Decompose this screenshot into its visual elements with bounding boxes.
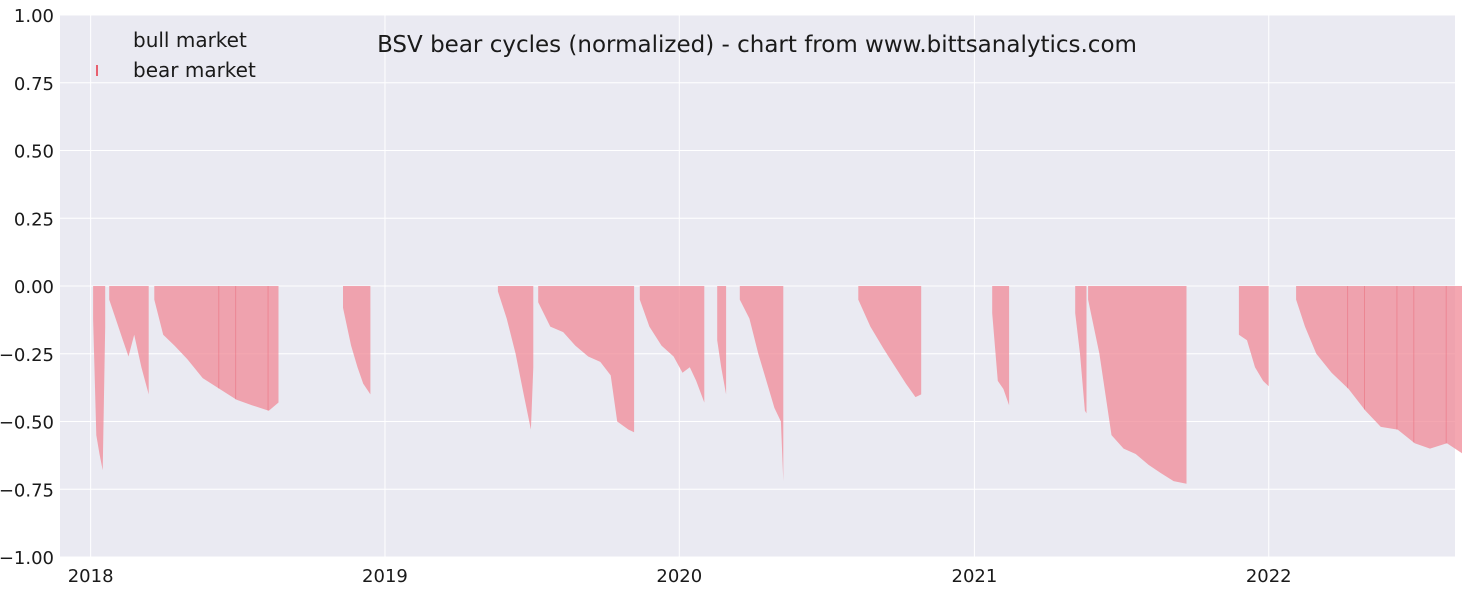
- x-tick-label: 2019: [362, 566, 408, 587]
- bear-market-area: [93, 286, 106, 471]
- y-tick-label: −0.25: [0, 345, 54, 366]
- bear-market-area: [717, 286, 727, 395]
- x-tick-label: 2018: [68, 566, 114, 587]
- bear-market-area: [154, 286, 279, 411]
- y-axis-ticks: 1.00 0.75 0.50 0.25 0.00 −0.25 −0.50 −0.75 −1.00: [0, 6, 54, 569]
- bear-market-series: [93, 286, 1462, 484]
- bear-market-area: [739, 286, 784, 482]
- y-tick-label: −0.50: [0, 413, 54, 434]
- y-tick-label: 0.75: [14, 74, 54, 95]
- bear-market-area: [538, 286, 635, 433]
- x-tick-label: 2022: [1246, 566, 1292, 587]
- bear-market-area: [1088, 286, 1187, 484]
- bear-market-area: [497, 286, 534, 430]
- bear-market-area: [1296, 286, 1462, 454]
- x-tick-label: 2021: [952, 566, 998, 587]
- bear-market-area: [992, 286, 1010, 406]
- grid-lines: [60, 14, 1455, 558]
- y-tick-label: −1.00: [0, 548, 54, 569]
- bear-market-area: [343, 286, 371, 395]
- y-tick-label: 0.50: [14, 142, 54, 163]
- y-tick-label: 0.00: [14, 277, 54, 298]
- bear-market-area: [858, 286, 922, 398]
- y-tick-label: −0.75: [0, 480, 54, 501]
- legend: bull market bear market: [96, 28, 256, 82]
- bear-market-area: [1075, 286, 1087, 414]
- legend-bear-label: bear market: [133, 58, 256, 82]
- bear-market-area: [639, 286, 705, 403]
- bear-market-area: [1238, 286, 1269, 387]
- y-tick-label: 1.00: [14, 6, 54, 27]
- x-axis-ticks: 2018 2019 2020 2021 2022: [68, 566, 1292, 587]
- x-tick-label: 2020: [656, 566, 702, 587]
- bear-market-area: [109, 286, 149, 395]
- legend-bull-label: bull market: [133, 28, 247, 52]
- chart-title: BSV bear cycles (normalized) - chart fro…: [377, 32, 1137, 58]
- y-tick-label: 0.25: [14, 209, 54, 230]
